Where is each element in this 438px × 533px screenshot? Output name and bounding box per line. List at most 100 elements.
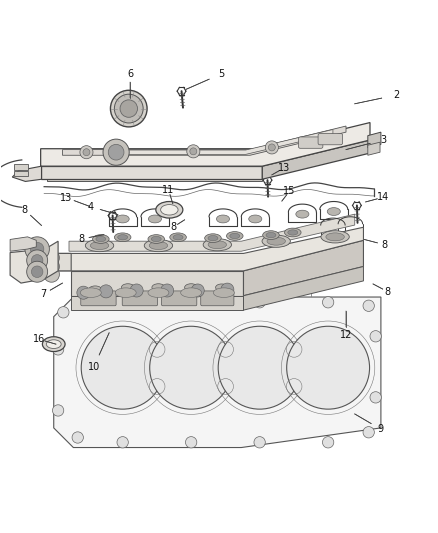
Ellipse shape: [262, 231, 279, 239]
Ellipse shape: [215, 284, 227, 291]
Polygon shape: [53, 297, 380, 448]
Circle shape: [57, 306, 69, 318]
Circle shape: [25, 237, 49, 261]
Circle shape: [268, 144, 275, 151]
Circle shape: [191, 284, 204, 297]
Ellipse shape: [117, 235, 127, 240]
Text: 8: 8: [384, 287, 390, 297]
Ellipse shape: [226, 232, 243, 240]
Text: 12: 12: [339, 330, 351, 341]
Ellipse shape: [152, 284, 165, 291]
Ellipse shape: [284, 228, 300, 237]
Polygon shape: [12, 166, 42, 181]
Text: 7: 7: [40, 289, 47, 299]
Circle shape: [362, 426, 374, 438]
Ellipse shape: [320, 231, 349, 243]
Ellipse shape: [248, 215, 261, 223]
Circle shape: [286, 326, 369, 409]
Text: 5: 5: [218, 69, 224, 79]
Ellipse shape: [203, 239, 231, 251]
FancyBboxPatch shape: [122, 291, 157, 306]
Ellipse shape: [92, 235, 109, 244]
Circle shape: [185, 437, 196, 448]
Ellipse shape: [85, 239, 113, 252]
Polygon shape: [69, 214, 354, 251]
Ellipse shape: [95, 237, 106, 241]
Text: 6: 6: [127, 69, 133, 79]
Circle shape: [265, 141, 278, 154]
Circle shape: [44, 250, 59, 265]
Ellipse shape: [151, 237, 161, 241]
Polygon shape: [41, 166, 261, 179]
Circle shape: [117, 296, 128, 308]
Polygon shape: [62, 126, 345, 155]
FancyBboxPatch shape: [81, 291, 116, 306]
Ellipse shape: [229, 233, 239, 239]
Ellipse shape: [216, 215, 229, 223]
Ellipse shape: [121, 284, 134, 291]
FancyBboxPatch shape: [161, 291, 196, 306]
Polygon shape: [10, 237, 36, 251]
Circle shape: [52, 344, 64, 355]
Ellipse shape: [88, 286, 102, 293]
Ellipse shape: [184, 284, 197, 291]
Text: 13: 13: [60, 192, 72, 203]
Circle shape: [32, 255, 43, 266]
Ellipse shape: [46, 340, 61, 349]
Circle shape: [110, 90, 147, 127]
Ellipse shape: [173, 235, 183, 240]
Text: 16: 16: [33, 334, 46, 344]
Ellipse shape: [160, 205, 178, 215]
Ellipse shape: [115, 288, 136, 297]
Circle shape: [80, 146, 93, 159]
Polygon shape: [58, 227, 363, 271]
Circle shape: [30, 243, 44, 256]
Circle shape: [99, 285, 113, 298]
Polygon shape: [243, 240, 363, 296]
Ellipse shape: [266, 237, 285, 245]
Circle shape: [72, 432, 83, 443]
Circle shape: [160, 284, 173, 297]
Circle shape: [120, 100, 137, 117]
Circle shape: [369, 330, 381, 342]
Ellipse shape: [208, 241, 226, 249]
Ellipse shape: [90, 241, 109, 249]
FancyBboxPatch shape: [200, 291, 233, 306]
Ellipse shape: [204, 234, 221, 243]
Polygon shape: [261, 140, 369, 179]
Polygon shape: [14, 164, 28, 169]
Text: 8: 8: [170, 222, 177, 232]
Circle shape: [130, 284, 143, 297]
Text: 8: 8: [381, 240, 387, 249]
Circle shape: [369, 392, 381, 403]
Circle shape: [254, 296, 265, 308]
Ellipse shape: [170, 233, 186, 241]
Polygon shape: [71, 271, 243, 296]
Ellipse shape: [265, 232, 276, 238]
Ellipse shape: [144, 239, 172, 252]
Ellipse shape: [326, 208, 339, 215]
Circle shape: [218, 326, 300, 409]
Text: 9: 9: [376, 424, 382, 434]
Ellipse shape: [122, 110, 135, 116]
Circle shape: [83, 149, 90, 156]
Ellipse shape: [149, 241, 167, 249]
Circle shape: [44, 259, 59, 274]
Circle shape: [44, 266, 59, 282]
Circle shape: [362, 300, 374, 311]
Circle shape: [52, 405, 64, 416]
Polygon shape: [10, 241, 58, 283]
Circle shape: [108, 144, 124, 160]
Circle shape: [114, 94, 143, 123]
Polygon shape: [367, 142, 379, 155]
Circle shape: [220, 283, 233, 296]
Ellipse shape: [42, 337, 65, 352]
Circle shape: [254, 437, 265, 448]
Text: 8: 8: [21, 205, 28, 215]
Ellipse shape: [114, 233, 131, 241]
Circle shape: [322, 437, 333, 448]
Ellipse shape: [213, 288, 234, 297]
Ellipse shape: [148, 288, 169, 297]
Text: 4: 4: [88, 201, 94, 212]
Polygon shape: [71, 296, 243, 310]
